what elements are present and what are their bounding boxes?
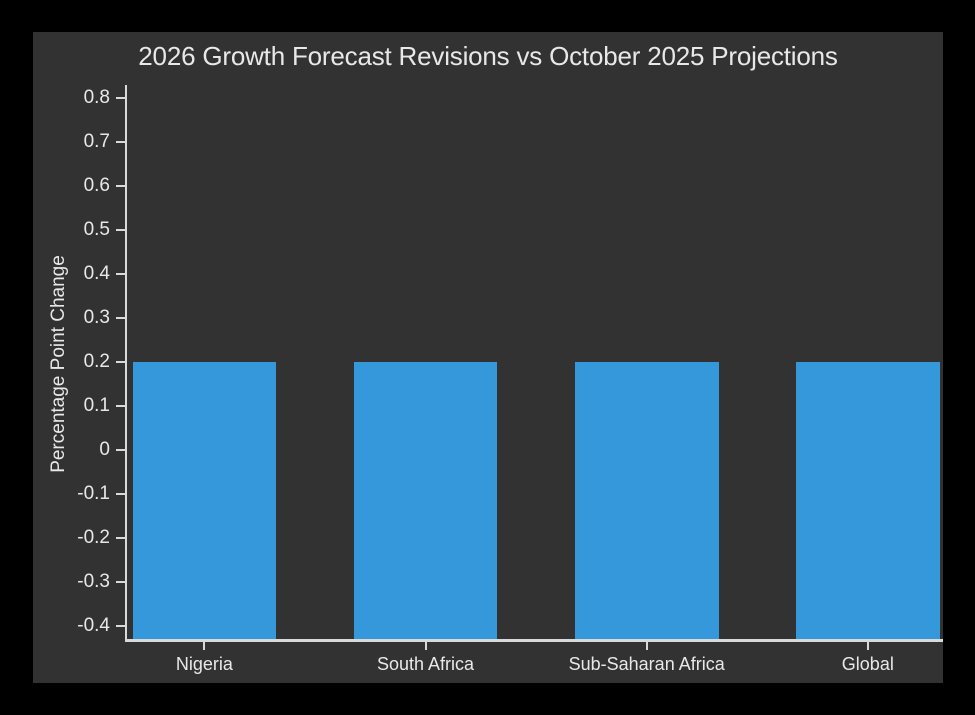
y-tick-mark <box>116 229 125 232</box>
y-tick-mark <box>116 185 125 188</box>
plot-area: 0.8 0.7 0.6 0.5 0.4 0.3 0.2 0.1 0 -0.1 -0.2 -0.3 -0.… <box>77 85 943 674</box>
chart-title: 2026 Growth Forecast Revisions vs Octobe… <box>138 41 838 71</box>
y-tick-mark <box>116 580 125 583</box>
x-tick-mark <box>424 642 427 650</box>
y-tick-label: 0.5 <box>83 219 110 241</box>
y-tick-mark <box>116 317 125 320</box>
y-axis-label-container: Percentage Point Change <box>35 85 83 642</box>
chart-figure: 2026 Growth Forecast Revisions vs Octobe… <box>33 32 943 683</box>
y-tick-label: -0.1 <box>77 482 110 504</box>
y-tick-label: -0.4 <box>77 614 110 636</box>
x-tick-label: South Africa <box>377 654 475 674</box>
y-tick-label: 0.8 <box>83 87 110 109</box>
y-tick-label: -0.2 <box>77 526 110 548</box>
y-tick-label: 0.4 <box>83 263 110 285</box>
y-tick-mark <box>116 404 125 407</box>
y-tick-mark <box>116 361 125 363</box>
x-tick-label: Global <box>841 654 894 674</box>
y-tick-mark <box>116 273 125 276</box>
y-axis-label: Percentage Point Change <box>48 254 70 473</box>
bar-sub-saharan-africa <box>574 362 719 639</box>
y-tick-mark <box>116 448 125 451</box>
bar-global <box>795 362 940 639</box>
y-tick-label: 0.3 <box>83 307 110 329</box>
x-tick-mark <box>203 642 206 650</box>
y-tick-label: -0.3 <box>77 570 110 592</box>
y-tick-mark <box>116 536 125 539</box>
y-tick-mark <box>116 492 125 495</box>
x-tick-label: Sub-Saharan Africa <box>568 654 725 674</box>
bar-south-africa <box>353 362 498 639</box>
y-tick-label: 0.6 <box>83 175 110 197</box>
y-tick-label: 0.2 <box>83 351 110 372</box>
bar-nigeria <box>132 362 277 639</box>
x-tick-mark <box>866 642 869 650</box>
y-tick-mark <box>116 141 125 144</box>
y-tick-mark <box>116 624 125 627</box>
x-tick-label: Nigeria <box>175 654 233 674</box>
y-tick-mark <box>116 97 125 100</box>
x-tick-mark <box>645 642 648 650</box>
y-tick-label: 0.1 <box>83 394 110 416</box>
y-tick-label: 0.7 <box>83 131 110 153</box>
y-tick-label: 0 <box>99 438 110 460</box>
